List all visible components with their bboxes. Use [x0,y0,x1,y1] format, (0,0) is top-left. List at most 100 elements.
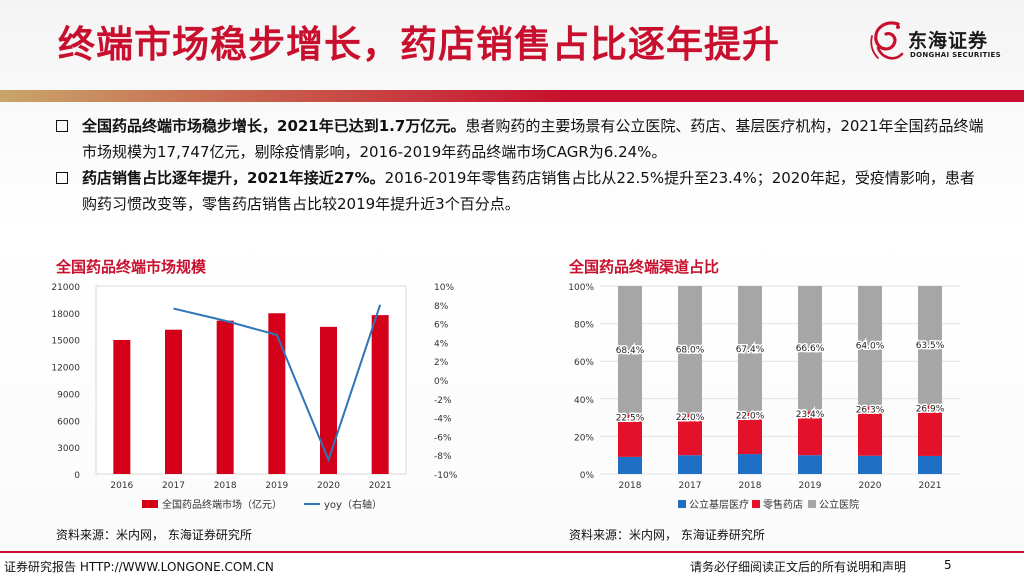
bar [268,313,286,474]
segment-primary-care [858,455,882,474]
x-tick: 2019 [799,481,822,491]
legend-swatch [752,500,760,508]
segment-retail-pharmacy [798,411,822,456]
logo-english-name: DONGHAI SECURITIES [910,51,1001,59]
segment-public-hospital [858,286,882,407]
x-tick: 2018 [619,481,642,491]
hospital-data-label: 63.5% [916,341,945,351]
segment-retail-pharmacy [618,414,642,457]
x-tick: 2018 [214,481,237,491]
left-chart-source: 资料来源：米内网， 东海证券研究所 [56,528,252,542]
segment-public-hospital [738,286,762,413]
left-y-tick: 18000 [51,310,80,320]
bar [216,320,234,474]
retail-data-label: 26.3% [856,405,885,415]
right-chart-title: 全国药品终端渠道占比 [569,258,720,276]
y-tick: 80% [574,321,594,331]
market-size-chart: 21000 18000 15000 12000 9000 6000 3000 0 10% 8% 6%… [51,283,458,511]
segment-public-hospital [618,286,642,415]
segment-primary-care [918,455,942,474]
bar [165,329,182,474]
right-y-tick: 4% [434,339,449,349]
hospital-data-label: 67.4% [736,345,765,355]
bullet-bold-text: 全国药品终端市场稳步增长，2021年已达到1.7万亿元。 [82,117,466,135]
company-logo: 东海证券 DONGHAI SECURITIES [868,18,1018,70]
bullet-square-icon [56,172,68,184]
right-y-tick: 6% [434,321,449,331]
yoy-line [173,304,382,463]
segment-retail-pharmacy [918,405,942,456]
legend-label: 零售药店 [763,498,803,511]
right-y-tick: 10% [434,283,454,293]
x-tick: 2017 [162,481,185,491]
left-y-tick: 9000 [57,390,80,400]
hospital-data-label: 68.4% [616,346,645,356]
segment-public-hospital [798,286,822,412]
segment-retail-pharmacy [858,406,882,456]
x-tick: 2021 [919,481,942,491]
segment-primary-care [678,455,702,474]
retail-data-label: 23.4% [796,410,825,420]
retail-data-label: 22.0% [676,413,705,423]
retail-data-label: 22.0% [736,412,765,422]
right-y-tick: 8% [434,302,449,312]
x-tick: 2018 [739,481,762,491]
right-y-tick: -2% [434,396,452,406]
footer-website: 证券研究报告 HTTP://WWW.LONGONE.COM.CN [4,560,274,574]
legend-label: 全国药品终端市场（亿元） [162,498,282,511]
right-y-tick: -6% [434,433,452,443]
channel-share-chart: 100% 80% 60% 40% 20% 0% 22.5% 68.4% 2018 22.0% 68.… [568,283,960,511]
bullet-text: 患者购药的主要场景有公立医院、药店、基层医疗机构，2021年全国药品终端市场规模… [82,117,984,161]
bar [113,339,131,474]
logo-chinese-name: 东海证券 [908,30,989,52]
left-y-tick: 15000 [51,337,80,347]
segment-retail-pharmacy [738,412,762,455]
left-y-tick: 21000 [51,283,80,293]
x-tick: 2020 [317,481,340,491]
bar [320,326,337,474]
hospital-data-label: 68.0% [676,345,705,355]
page-number: 5 [944,558,952,572]
legend-label: 公立基层医疗 [689,498,749,511]
dragon-logo-icon [870,21,904,60]
x-tick: 2020 [859,481,882,491]
segment-primary-care [738,454,762,474]
right-y-tick: -10% [434,471,458,481]
bullet-square-icon [56,120,68,132]
left-y-tick: 0 [74,471,80,481]
retail-data-label: 26.9% [916,404,945,414]
y-tick: 0% [580,471,595,481]
bullet-item: 全国药品终端市场稳步增长，2021年已达到1.7万亿元。患者购药的主要场景有公立… [54,113,984,165]
x-tick: 2019 [265,481,288,491]
bar [371,315,389,474]
left-y-tick: 6000 [57,417,80,427]
page-title: 终端市场稳步增长，药店销售占比逐年提升 [58,23,780,66]
right-chart-source: 资料来源：米内网， 东海证券研究所 [569,528,765,542]
bullet-bold-text: 药店销售占比逐年提升，2021年接近27%。 [82,169,385,187]
x-tick: 2017 [679,481,702,491]
legend-label: yoy（右轴） [324,498,382,511]
plot-area [95,285,407,475]
bullet-list: 全国药品终端市场稳步增长，2021年已达到1.7万亿元。患者购药的主要场景有公立… [54,113,984,217]
y-tick: 100% [568,283,594,293]
segment-primary-care [618,456,642,474]
legend-swatch-bar [142,500,158,508]
segment-public-hospital [918,286,942,406]
y-tick: 20% [574,433,594,443]
footer-disclaimer: 请务必仔细阅读正文后的所有说明和声明 [690,560,907,574]
legend-label: 公立医院 [819,498,859,511]
right-y-tick: 2% [434,358,449,368]
segment-primary-care [798,455,822,474]
right-y-tick: -8% [434,452,452,462]
header-divider [0,90,1024,102]
segment-public-hospital [678,286,702,414]
x-tick: 2016 [110,481,133,491]
legend-swatch [678,500,686,508]
hospital-data-label: 66.6% [796,344,825,354]
footer: 证券研究报告 HTTP://WWW.LONGONE.COM.CN 请务必仔细阅读… [0,551,1024,578]
bullet-text: 2016-2019年零售药店销售占比从22.5%提升至23.4%；2020年起，… [82,169,975,213]
hospital-data-label: 64.0% [856,342,885,352]
segment-retail-pharmacy [678,413,702,456]
legend-swatch [808,500,816,508]
retail-data-label: 22.5% [616,414,645,424]
